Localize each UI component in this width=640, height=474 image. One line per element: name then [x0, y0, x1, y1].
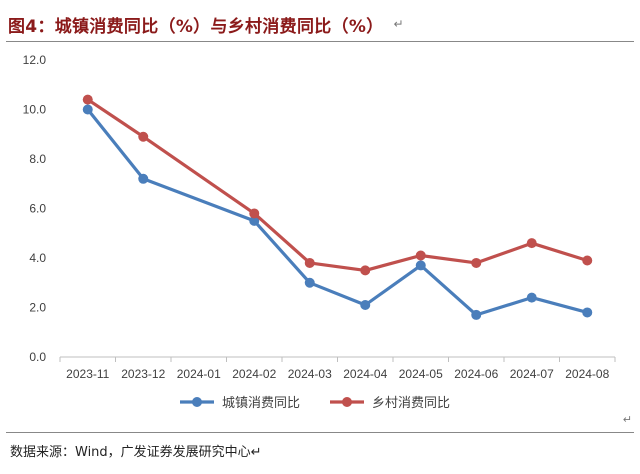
data-point: [415, 260, 426, 271]
data-point: [471, 257, 482, 268]
data-point: [249, 215, 260, 226]
data-point: [415, 250, 426, 261]
data-point: [582, 255, 593, 266]
data-point: [249, 208, 260, 219]
data-point: [360, 300, 371, 311]
series-layer: [82, 94, 593, 320]
x-tick-label: 2023-12: [121, 367, 165, 381]
y-tick-label: 8.0: [29, 152, 46, 166]
figure-title: 图4：城镇消费同比（%）与乡村消费同比（%）: [8, 16, 384, 37]
x-tick-label: 2024-01: [177, 367, 221, 381]
y-tick-label: 6.0: [29, 202, 46, 216]
series-line-1: [86, 107, 589, 317]
y-tick-label: 4.0: [29, 251, 46, 265]
y-tick-label: 12.0: [23, 53, 47, 67]
data-point: [82, 104, 93, 115]
data-point: [138, 131, 149, 142]
data-point: [304, 257, 315, 268]
data-point: [526, 292, 537, 303]
x-tick-label: 2024-08: [565, 367, 609, 381]
x-tick-label: 2024-06: [454, 367, 498, 381]
y-tick-label: 10.0: [23, 103, 47, 117]
legend-item: 城镇消费同比: [180, 395, 300, 410]
line-chart: 0.0 2.0 4.0 6.0 8.0 10.0 12.0 2023-11 2023-12 202…: [23, 53, 616, 410]
title-divider: [6, 41, 634, 42]
chart-container: 0.0 2.0 4.0 6.0 8.0 10.0 12.0 2023-11 2023-12 202…: [0, 42, 640, 432]
data-source-note: 数据来源：Wind，广发证券发展研究中心↵: [10, 445, 262, 460]
axis-layer: 0.0 2.0 4.0 6.0 8.0 10.0 12.0 2023-11 2023-12 202…: [23, 53, 616, 381]
legend-marker: [342, 397, 352, 407]
x-tick-label: 2024-04: [343, 367, 387, 381]
legend-label: 乡村消费同比: [372, 395, 450, 410]
data-point: [82, 94, 93, 105]
source-divider: [6, 432, 634, 433]
figure-title-row: 图4：城镇消费同比（%）与乡村消费同比（%） ↵: [8, 10, 404, 38]
x-tick-label: 2023-11: [66, 367, 109, 381]
x-tick-label: 2024-03: [288, 367, 332, 381]
legend: 城镇消费同比 乡村消费同比: [180, 395, 450, 410]
paragraph-mark-icon: ↵: [622, 413, 632, 426]
data-point: [138, 173, 149, 184]
x-tick-label: 2024-02: [232, 367, 276, 381]
legend-item: 乡村消费同比: [330, 395, 450, 410]
data-point: [471, 309, 482, 320]
y-tick-label: 2.0: [29, 301, 46, 315]
data-point: [304, 277, 315, 288]
legend-marker: [192, 397, 202, 407]
x-tick-label: 2024-07: [510, 367, 554, 381]
data-point: [360, 265, 371, 276]
legend-label: 城镇消费同比: [222, 395, 300, 410]
data-point: [526, 238, 537, 249]
data-point: [582, 307, 593, 318]
x-tick-label: 2024-05: [399, 367, 443, 381]
y-tick-label: 0.0: [29, 350, 46, 364]
paragraph-mark-icon: ↵: [393, 17, 404, 31]
